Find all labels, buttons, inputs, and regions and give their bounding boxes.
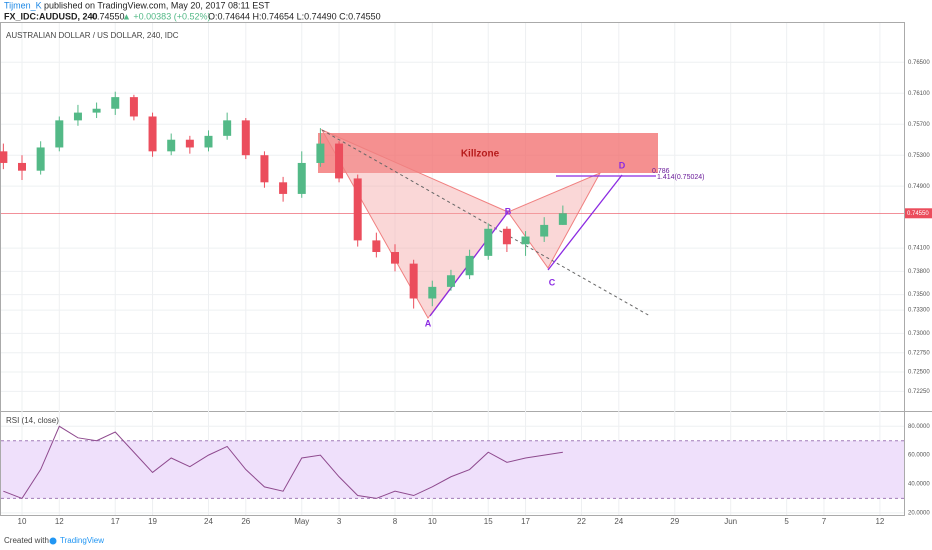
y-tick-label: 0.76100 — [908, 91, 930, 97]
candle-body — [409, 263, 418, 299]
y-tick-label: 0.73500 — [908, 292, 930, 298]
candle-body — [92, 108, 101, 113]
x-tick-label: 12 — [55, 517, 64, 526]
y-tick-label: 0.74100 — [908, 246, 930, 252]
x-tick-label: 24 — [614, 517, 623, 526]
x-tick-label: 26 — [241, 517, 250, 526]
y-tick-label: 0.72500 — [908, 370, 930, 376]
candle-body — [353, 178, 362, 241]
price: 0.74550 — [92, 11, 125, 21]
x-tick-label: 12 — [875, 517, 884, 526]
candle-body — [316, 143, 325, 163]
x-tick-label: 10 — [18, 517, 27, 526]
candle-body — [558, 213, 567, 225]
marks — [0, 91, 567, 500]
candle-body — [223, 120, 232, 136]
candle-body — [335, 143, 344, 179]
point-label: D — [619, 160, 626, 170]
x-tick-label: Jun — [724, 517, 737, 526]
rsi-title: RSI (14, close) — [6, 416, 59, 425]
rsi-band — [1, 440, 904, 499]
candle-body — [129, 97, 138, 117]
candle-body — [260, 155, 269, 183]
candle-body — [540, 224, 549, 237]
candle-body — [204, 135, 213, 148]
candle-body — [521, 236, 530, 245]
candle-body — [297, 162, 306, 194]
killzone-label: Killzone — [461, 149, 500, 160]
y-tick-label: 0.75300 — [908, 153, 930, 159]
candle-body — [279, 182, 288, 194]
candle-body — [18, 162, 26, 171]
candle-body — [148, 116, 157, 152]
candle-body — [391, 252, 399, 264]
last-price-label: 0.74550 — [907, 211, 929, 217]
x-tick-label: 3 — [337, 517, 342, 526]
candle-body — [428, 286, 437, 299]
x-tick-label: 7 — [822, 517, 827, 526]
candle-body — [446, 275, 455, 287]
candle-body — [241, 120, 250, 156]
x-tick-label: 15 — [484, 517, 493, 526]
footer-created: Created with — [4, 536, 49, 545]
candle-body — [465, 255, 474, 276]
candle-body — [484, 228, 493, 256]
x-tick-label: 17 — [111, 517, 120, 526]
y-tick-label: 20.0000 — [908, 510, 930, 516]
footer-brand[interactable]: TradingView — [60, 536, 104, 545]
point-label: B — [505, 206, 512, 216]
candle-body — [73, 112, 82, 121]
fib-label: 0.786 — [652, 168, 670, 175]
y-tick-label: 0.72250 — [908, 389, 930, 395]
x-tick-label: 5 — [784, 517, 789, 526]
y-tick-label: 40.0000 — [908, 482, 930, 488]
channel-line — [547, 174, 623, 271]
ohlc: O:0.74644 H:0.74654 L:0.74490 C:0.74550 — [208, 11, 381, 21]
fib-label: 1.414(0.75024) — [657, 174, 704, 181]
x-tick-label: 8 — [393, 517, 398, 526]
candle-body — [372, 240, 381, 253]
y-tick-label: 0.73300 — [908, 308, 930, 314]
y-tick-label: 0.76500 — [908, 60, 930, 66]
candle-body — [0, 151, 8, 163]
y-tick-label: 80.0000 — [908, 424, 930, 430]
y-tick-label: 0.73800 — [908, 269, 930, 275]
rsi-line — [3, 425, 563, 500]
x-tick-label: 22 — [577, 517, 586, 526]
y-tick-label: 0.73000 — [908, 331, 930, 337]
y-tick-label: 0.72750 — [908, 350, 930, 356]
x-tick-label: 10 — [428, 517, 437, 526]
y-tick-label: 0.75700 — [908, 122, 930, 128]
x-tick-label: May — [294, 517, 309, 526]
candle-body — [36, 147, 45, 171]
x-tick-label: 17 — [521, 517, 530, 526]
pane-title: AUSTRALIAN DOLLAR / US DOLLAR, 240, IDC — [6, 31, 179, 40]
candle-body — [55, 120, 64, 148]
candle-body — [502, 228, 511, 245]
author[interactable]: Tijmen_K — [4, 0, 42, 10]
candle-body — [111, 97, 120, 109]
logo — [49, 537, 57, 545]
candle-body — [185, 139, 194, 148]
point-label: C — [549, 277, 556, 287]
y-tick-label: 0.74900 — [908, 184, 930, 190]
point-label: A — [425, 318, 432, 328]
candle-body — [167, 139, 176, 152]
change: ▲ +0.00383 (+0.52%) — [122, 11, 210, 21]
x-tick-label: 19 — [148, 517, 157, 526]
rsi-band-fill — [1, 440, 904, 499]
trend-line — [321, 129, 651, 317]
x-tick-label: 29 — [670, 517, 679, 526]
symbol: FX_IDC:AUDUSD, 240 — [4, 11, 98, 21]
last-price-box — [905, 208, 932, 219]
published: published on TradingView.com, May 20, 20… — [44, 0, 270, 10]
y-tick-label: 60.0000 — [908, 453, 930, 459]
x-tick-label: 24 — [204, 517, 213, 526]
